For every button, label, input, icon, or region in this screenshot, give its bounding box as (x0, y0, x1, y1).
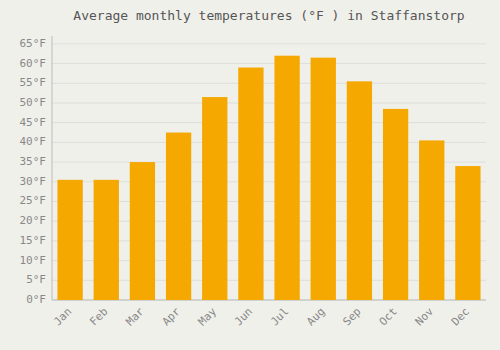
x-tick-label: May (196, 305, 220, 329)
x-tick-label: Jan (51, 305, 74, 328)
y-tick-label: 65°F (20, 37, 47, 50)
y-tick-label: 5°F (26, 273, 46, 286)
bar (455, 166, 480, 300)
x-tick-label: Aug (304, 305, 327, 328)
x-tick-label: Feb (87, 305, 110, 328)
grid-line (52, 122, 486, 123)
y-tick-label: 55°F (20, 76, 47, 89)
bars (57, 56, 480, 300)
y-tick-label: 50°F (20, 96, 47, 109)
grid-line (52, 63, 486, 64)
y-ticks: 0°F 5°F 10°F 15°F 20°F 25°F 30°F 35°F 40°F 45°F 50… (20, 37, 47, 306)
y-tick-label: 10°F (20, 254, 47, 267)
grid-line (52, 83, 486, 84)
x-tick-label: Sep (340, 305, 363, 328)
y-tick-label: 25°F (20, 194, 47, 207)
chart: 0°F 5°F 10°F 15°F 20°F 25°F 30°F 35°F 40°F 45°F 50… (0, 0, 500, 350)
x-tick-label: Jul (268, 305, 291, 328)
grid-line (52, 102, 486, 103)
x-tick-label: Nov (413, 305, 437, 329)
bar (419, 140, 444, 300)
chart-container: 0°F 5°F 10°F 15°F 20°F 25°F 30°F 35°F 40°F 45°F 50… (0, 0, 500, 350)
bar (166, 133, 191, 300)
bar (311, 58, 336, 300)
background (0, 0, 500, 350)
x-tick-label: Jun (232, 305, 255, 328)
bar (202, 97, 227, 300)
bar (130, 162, 155, 300)
title: Average monthly temperatures (°F ) in St… (73, 8, 465, 23)
x-tick-label: Mar (123, 305, 147, 329)
bar (94, 180, 119, 300)
bar (238, 68, 263, 300)
bar (274, 56, 299, 300)
y-tick-label: 30°F (20, 175, 47, 188)
x-ticks: Jan Feb Mar Apr May Jun Jul Aug Sep Oct Nov Dec (51, 305, 472, 329)
x-tick-label: Dec (449, 305, 472, 328)
bar (57, 180, 82, 300)
y-axis-line (52, 36, 53, 300)
bar (383, 109, 408, 300)
y-tick-label: 20°F (20, 214, 47, 227)
y-tick-label: 0°F (26, 293, 46, 306)
y-tick-label: 35°F (20, 155, 47, 168)
grid-line (52, 43, 486, 44)
x-tick-label: Apr (160, 305, 184, 329)
y-tick-label: 15°F (20, 234, 47, 247)
y-tick-label: 45°F (20, 116, 47, 129)
y-grid (52, 44, 486, 300)
y-tick-label: 60°F (20, 57, 47, 70)
y-tick-label: 40°F (20, 135, 47, 148)
bar (347, 81, 372, 300)
x-tick-label: Oct (377, 305, 400, 328)
